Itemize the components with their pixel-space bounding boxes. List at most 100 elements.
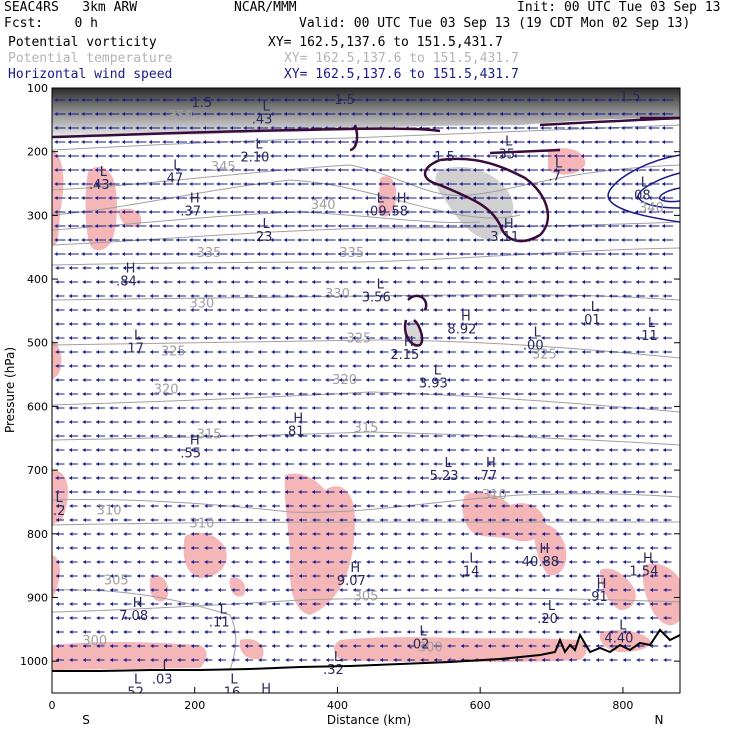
- wind-arrow-head: [393, 504, 397, 508]
- wind-arrow-head: [123, 532, 127, 536]
- wind-arrow-head: [204, 602, 208, 606]
- wind-arrow-head: [622, 490, 626, 494]
- wind-arrow-head: [621, 98, 625, 102]
- wind-arrow-head: [555, 518, 559, 522]
- wind-arrow-head: [460, 308, 464, 312]
- wind-arrow-head: [500, 126, 503, 130]
- wind-arrow-head: [514, 350, 518, 354]
- pv-fill-blob: [284, 473, 355, 615]
- wind-arrow-head: [258, 504, 262, 508]
- wind-arrow-head: [258, 574, 262, 578]
- wind-arrow-head: [541, 322, 545, 326]
- wind-arrow-head: [420, 322, 423, 326]
- wind-arrow-head: [569, 616, 572, 620]
- wind-arrow-head: [150, 350, 153, 354]
- theta-contour-line: [52, 179, 521, 219]
- wind-arrow-head: [177, 420, 180, 424]
- wind-arrow-head: [432, 126, 436, 130]
- wind-arrow-head: [460, 406, 464, 410]
- wind-arrow-head: [150, 490, 153, 494]
- wind-arrow-head: [474, 350, 477, 354]
- wind-arrow-head: [649, 406, 653, 410]
- wind-arrow-head: [487, 476, 491, 480]
- wind-arrow-head: [434, 602, 437, 606]
- wind-arrow-head: [176, 252, 179, 256]
- wind-arrow-head: [352, 280, 356, 284]
- wind-speed-label: 1.5: [434, 150, 455, 165]
- wind-arrow-head: [244, 462, 248, 466]
- extremum-type: L: [134, 672, 142, 687]
- wind-arrow-head: [135, 224, 139, 228]
- wind-arrow-head: [541, 336, 545, 340]
- wind-arrow-head: [83, 644, 86, 648]
- wind-arrow-head: [393, 630, 397, 634]
- wind-arrow-head: [122, 196, 125, 200]
- wind-arrow-head: [68, 252, 71, 256]
- wind-arrow-head: [365, 182, 368, 186]
- wind-arrow-head: [554, 112, 557, 116]
- wind-arrow-head: [501, 350, 504, 354]
- wind-arrow-head: [446, 98, 449, 102]
- wind-arrow-head: [515, 518, 518, 522]
- wind-arrow-head: [96, 350, 99, 354]
- y-tick-label: 500: [27, 337, 48, 350]
- theta-contour-line: [52, 589, 237, 671]
- wind-arrow-head: [68, 210, 71, 214]
- wind-arrow-head: [568, 322, 572, 326]
- wind-arrow-head: [486, 238, 490, 242]
- wind-arrow-head: [433, 364, 437, 368]
- wind-arrow-head: [325, 406, 329, 410]
- wind-arrow-head: [365, 154, 368, 158]
- wind-arrow-head: [164, 504, 167, 508]
- wind-arrow-head: [609, 462, 612, 466]
- wind-arrow-head: [123, 322, 126, 326]
- wind-arrow-head: [420, 308, 423, 312]
- wind-arrow-head: [324, 140, 328, 144]
- extremum-type: L: [444, 456, 452, 471]
- wind-speed-label: 1.5: [620, 90, 641, 105]
- wind-arrow-head: [311, 238, 314, 242]
- wind-arrow-head: [541, 462, 545, 466]
- wind-arrow-head: [433, 294, 437, 298]
- wind-arrow-head: [231, 574, 235, 578]
- wind-arrow-head: [515, 644, 518, 648]
- wind-arrow-head: [460, 462, 464, 466]
- wind-arrow-head: [622, 266, 626, 270]
- wind-arrow-head: [528, 616, 532, 620]
- wind-arrow-head: [474, 322, 477, 326]
- wind-arrow-head: [216, 154, 220, 158]
- wind-arrow-head: [164, 630, 167, 634]
- wind-arrow-head: [446, 252, 449, 256]
- wind-arrow-head: [258, 308, 261, 312]
- wind-arrow-head: [649, 350, 653, 354]
- wind-arrow-head: [569, 546, 572, 550]
- wind-arrow-head: [82, 378, 86, 382]
- wind-arrow-head: [447, 266, 450, 270]
- theta-contour-label: 320: [154, 383, 179, 398]
- wind-arrow-head: [582, 280, 585, 284]
- wind-arrow-head: [162, 126, 166, 130]
- wind-arrow-head: [500, 140, 503, 144]
- wind-arrow-head: [595, 434, 599, 438]
- wind-arrow-head: [69, 560, 73, 564]
- extremum-value: .37: [180, 205, 201, 220]
- wind-arrow-head: [176, 112, 179, 116]
- wind-arrow-head: [298, 406, 302, 410]
- wind-arrow-head: [312, 616, 316, 620]
- wind-arrow-head: [95, 126, 98, 130]
- wind-arrow-head: [609, 532, 613, 536]
- field-theta-name: Potential temperature: [8, 51, 173, 66]
- wind-arrow-head: [596, 574, 599, 578]
- wind-arrow-head: [621, 126, 625, 130]
- wind-arrow-head: [596, 644, 599, 648]
- wind-arrow-head: [69, 448, 72, 452]
- wind-arrow-head: [258, 616, 262, 620]
- wind-arrow-head: [488, 616, 491, 620]
- wind-arrow-head: [96, 574, 100, 578]
- wind-arrow-head: [528, 434, 531, 438]
- wind-arrow-head: [339, 630, 343, 634]
- wind-arrow-head: [285, 490, 288, 494]
- wind-arrow-head: [378, 238, 382, 242]
- wind-arrow-head: [217, 420, 221, 424]
- wind-arrow-head: [405, 224, 409, 228]
